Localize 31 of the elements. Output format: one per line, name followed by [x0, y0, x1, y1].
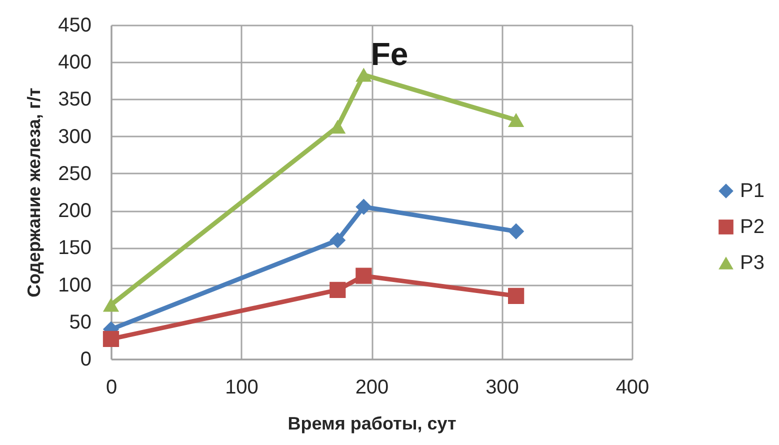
point	[102, 298, 120, 312]
y-axis-title: Содержание железа, г/т	[24, 87, 44, 298]
x-tick-label: 400	[616, 376, 650, 398]
point	[508, 288, 524, 304]
point	[356, 198, 372, 215]
point	[330, 282, 346, 298]
y-tick-label: 350	[58, 88, 92, 111]
x-tick-label: 200	[355, 376, 389, 398]
point	[356, 68, 372, 82]
y-tick-label: 50	[69, 311, 92, 334]
y-tick-label: 450	[58, 14, 92, 36]
y-tick-label: 400	[58, 52, 92, 74]
point	[330, 232, 346, 248]
point	[356, 268, 372, 284]
legend-label: P3	[740, 252, 764, 274]
point	[508, 223, 524, 240]
legend-label: P1	[740, 180, 764, 202]
y-tick-label: 150	[58, 237, 92, 260]
y-tick-label: 100	[58, 274, 92, 296]
x-tick-label: 300	[486, 376, 519, 398]
y-tick-label: 300	[58, 126, 92, 148]
y-tick-label: 200	[58, 200, 92, 222]
x-axis-title: Время работы, сут	[288, 414, 456, 434]
x-tick-label: 100	[225, 376, 258, 398]
x-tick-label: 0	[106, 376, 118, 398]
chart-title: Fe	[370, 36, 408, 72]
legend-label: P2	[740, 216, 764, 238]
point	[508, 113, 524, 127]
y-tick-label: 250	[58, 162, 92, 185]
point	[102, 330, 120, 348]
y-tick-label: 0	[80, 348, 92, 370]
